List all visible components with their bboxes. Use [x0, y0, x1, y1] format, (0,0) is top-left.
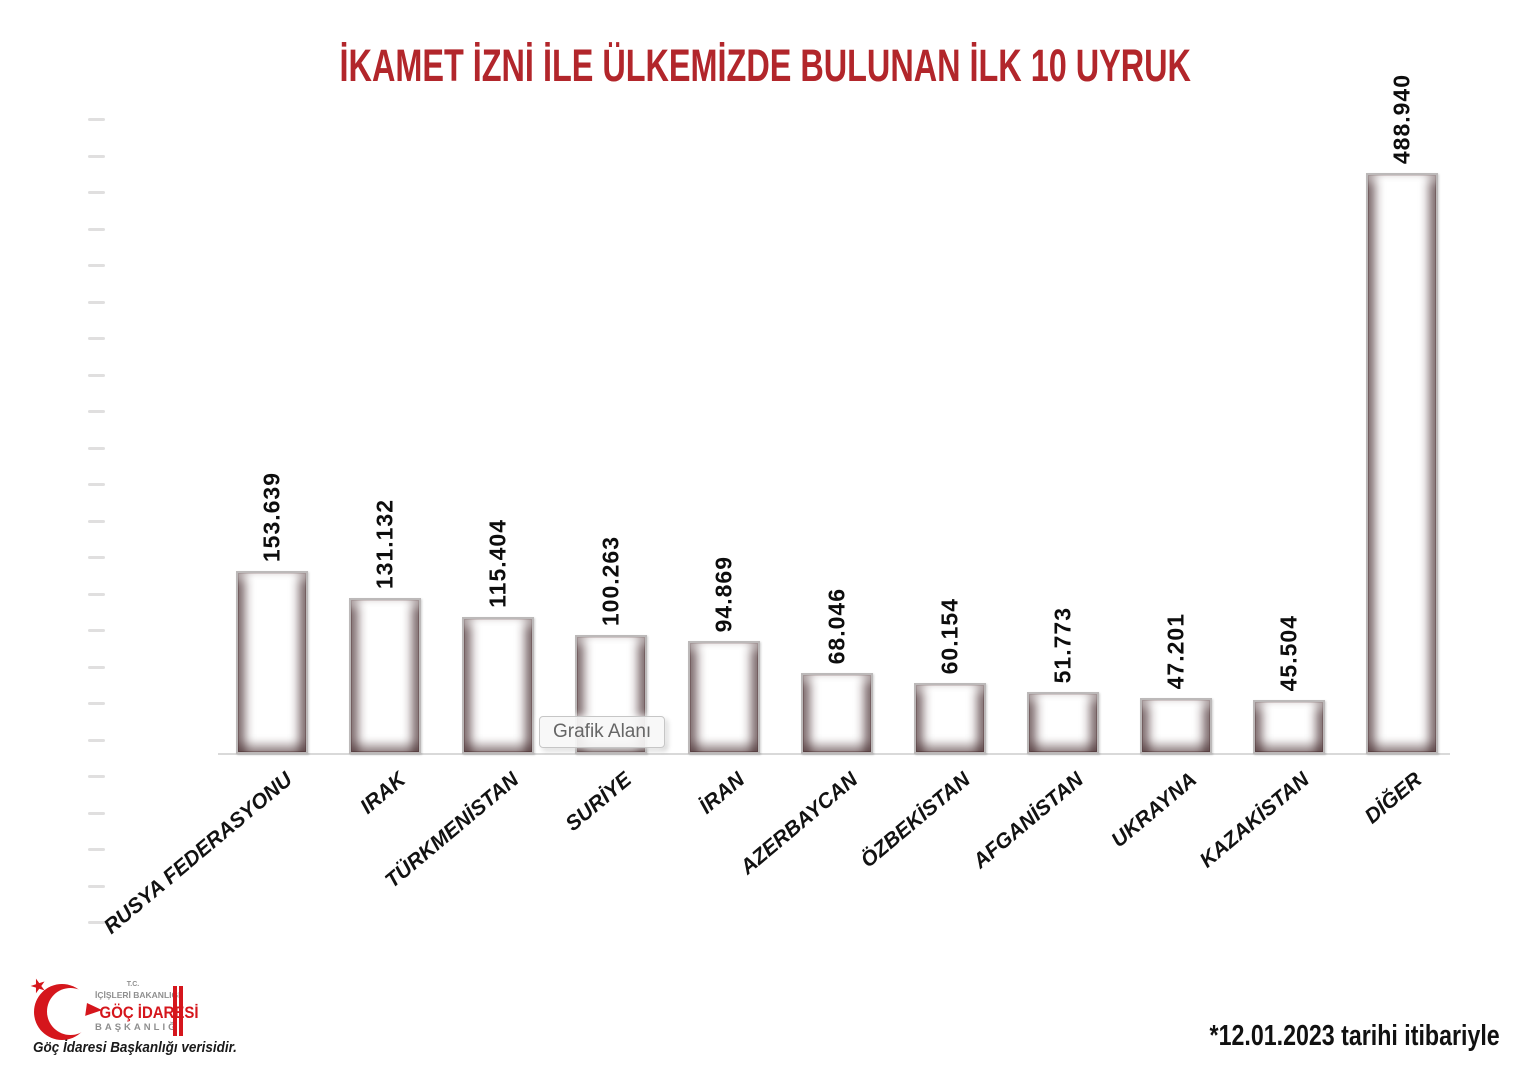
y-axis-tick	[88, 373, 105, 377]
bar-group-suri̇ye: 100.263 SURİYE	[561, 173, 647, 836]
y-axis-tick	[88, 483, 105, 486]
category-label-suri̇ye: SURİYE	[561, 768, 636, 836]
chart-title-text: İKAMET İZNİ İLE ÜLKEMİZDE BULUNAN İLK 10…	[339, 40, 1191, 92]
value-label: 51.773	[1049, 606, 1076, 683]
bar-group-kazaki̇stan: 45.504 KAZAKİSTAN	[1196, 173, 1325, 872]
bar-group-irak: 131.132 IRAK	[349, 173, 421, 819]
crescent-cut	[47, 988, 94, 1035]
y-axis-tick	[88, 556, 105, 559]
bar-ukrayna[interactable]: 47.201	[1140, 613, 1212, 754]
y-axis-tick	[88, 592, 105, 596]
y-axis-tick	[88, 227, 105, 231]
bar-azerbaycan[interactable]: 68.046	[801, 588, 873, 754]
bar-suri̇ye[interactable]: 100.263	[575, 536, 647, 754]
bar-group-azerbaycan: 68.046 AZERBAYCAN	[736, 173, 873, 879]
logo-red-bar	[173, 986, 177, 1036]
bar-group-i̇ran: 94.869 İRAN	[688, 173, 760, 819]
logo-line-tc: T.C.	[126, 981, 140, 988]
bar-group-di̇ger: 488.940 DİĞER	[1361, 74, 1438, 828]
bar-i̇ran[interactable]: 94.869	[688, 556, 760, 754]
category-label-i̇ran: İRAN	[694, 768, 749, 819]
category-label-ukrayna: UKRAYNA	[1106, 768, 1201, 853]
value-label: 94.869	[710, 555, 737, 632]
logo-line-ministry: İÇİŞLERİ BAKANLIĞI	[95, 990, 181, 1001]
bar-turkmeni̇stan[interactable]: 115.404	[462, 519, 534, 754]
category-label-azerbaycan: AZERBAYCAN	[735, 768, 862, 880]
logo-line-baskanligi: BAŞKANLIĞI	[95, 1022, 185, 1034]
bar-rusya-federasyonu[interactable]: 153.639	[236, 472, 308, 754]
date-note: *12.01.2023 tarihi itibariyle	[1137, 1020, 1500, 1053]
y-axis-tick	[88, 921, 105, 924]
x-axis-line	[218, 753, 1450, 755]
bar-ozbeki̇stan[interactable]: 60.154	[914, 598, 986, 754]
category-label-rusya-federasyonu: RUSYA FEDERASYONU	[99, 768, 297, 939]
value-label: 100.263	[597, 535, 624, 626]
y-axis-tick	[88, 300, 105, 304]
y-axis-tick	[88, 154, 105, 158]
bar-group-ukrayna: 47.201 UKRAYNA	[1107, 173, 1212, 852]
y-axis-tick	[88, 118, 105, 121]
category-label-afgani̇stan: AFGANİSTAN	[968, 768, 1088, 874]
y-axis-tick	[88, 629, 105, 632]
logo-red-bar	[179, 986, 183, 1036]
category-label-irak: IRAK	[355, 768, 410, 819]
bar-group-rusya-federasyonu: 153.639 RUSYA FEDERASYONU	[100, 173, 308, 939]
bar-group-turkmeni̇stan: 115.404 TÜRKMENİSTAN	[381, 173, 534, 893]
logo-text-block: T.C. İÇİŞLERİ BAKANLIĞI GÖÇ İDARESİ BAŞK…	[95, 981, 199, 1034]
y-axis-tick	[88, 811, 105, 815]
category-label-ozbeki̇stan: ÖZBEKİSTAN	[856, 768, 975, 873]
y-axis-tick	[88, 446, 105, 450]
y-axis-tick	[88, 410, 105, 413]
y-axis-tick	[88, 191, 105, 194]
value-label: 115.404	[484, 519, 511, 608]
bar-irak[interactable]: 131.132	[349, 499, 421, 754]
chart-area-tooltip: Grafik Alanı	[539, 716, 666, 748]
y-axis-tick	[88, 264, 105, 267]
value-label: 47.201	[1162, 612, 1189, 689]
y-axis-tick	[88, 519, 105, 523]
y-axis-tick	[88, 884, 105, 888]
y-axis-tick	[88, 738, 105, 742]
bar-group-afgani̇stan: 51.773 AFGANİSTAN	[969, 173, 1099, 873]
y-axis-tick	[88, 337, 105, 340]
value-label: 68.046	[823, 587, 850, 664]
y-axis-tick	[88, 665, 105, 669]
y-axis-tick	[88, 775, 105, 778]
value-label: 153.639	[258, 471, 285, 562]
y-axis-tick	[88, 702, 105, 705]
value-label: 488.940	[1388, 73, 1415, 164]
category-label-kazaki̇stan: KAZAKİSTAN	[1195, 768, 1314, 873]
value-label: 60.154	[936, 597, 963, 674]
chart-title: İKAMET İZNİ İLE ÜLKEMİZDE BULUNAN İLK 10…	[0, 40, 1530, 92]
goc-idaresi-logo: ★ T.C. İÇİŞLERİ BAKANLIĞI GÖÇ İDARESİ BA…	[27, 974, 228, 1078]
category-label-di̇ger: DİĞER	[1361, 768, 1427, 829]
logo-line-goc-idaresi: GÖÇ İDARESİ	[99, 1002, 199, 1022]
value-label: 45.504	[1275, 614, 1302, 691]
bar-di̇ger[interactable]: 488.940	[1366, 74, 1438, 754]
date-note-text: *12.01.2023 tarihi itibariyle	[1209, 1020, 1500, 1052]
value-label: 131.132	[371, 498, 398, 589]
bar-kazaki̇stan[interactable]: 45.504	[1253, 615, 1325, 754]
y-axis-tick	[88, 848, 105, 851]
source-caption: Göç İdaresi Başkanlığı verisidir.	[33, 1040, 237, 1056]
bar-group-ozbeki̇stan: 60.154 ÖZBEKİSTAN	[857, 173, 986, 872]
bar-afgani̇stan[interactable]: 51.773	[1027, 607, 1099, 754]
